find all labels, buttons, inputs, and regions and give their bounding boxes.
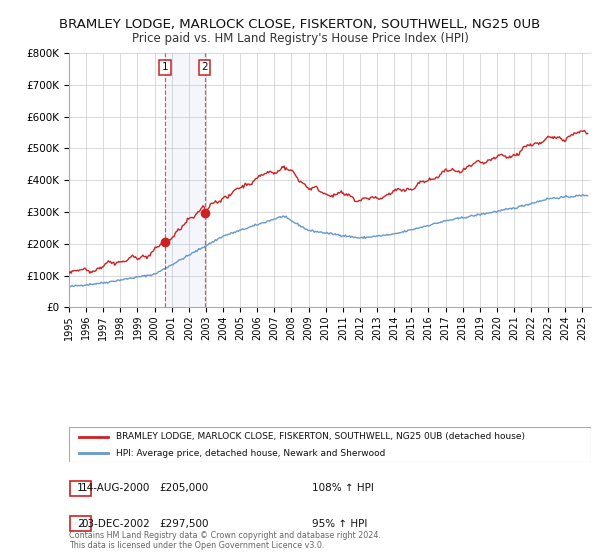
Text: 2: 2 bbox=[77, 519, 84, 529]
Text: 2: 2 bbox=[201, 63, 208, 72]
Text: £297,500: £297,500 bbox=[159, 519, 209, 529]
Text: 108% ↑ HPI: 108% ↑ HPI bbox=[312, 483, 374, 493]
Text: £205,000: £205,000 bbox=[159, 483, 208, 493]
FancyBboxPatch shape bbox=[70, 516, 91, 531]
Text: 1: 1 bbox=[162, 63, 169, 72]
Text: 03-DEC-2002: 03-DEC-2002 bbox=[81, 519, 150, 529]
Text: BRAMLEY LODGE, MARLOCK CLOSE, FISKERTON, SOUTHWELL, NG25 0UB: BRAMLEY LODGE, MARLOCK CLOSE, FISKERTON,… bbox=[59, 18, 541, 31]
Bar bbox=[165, 53, 205, 307]
FancyBboxPatch shape bbox=[70, 480, 91, 496]
Text: Contains HM Land Registry data © Crown copyright and database right 2024.
This d: Contains HM Land Registry data © Crown c… bbox=[69, 530, 381, 550]
Text: Price paid vs. HM Land Registry's House Price Index (HPI): Price paid vs. HM Land Registry's House … bbox=[131, 32, 469, 45]
Text: 1: 1 bbox=[77, 483, 84, 493]
Text: HPI: Average price, detached house, Newark and Sherwood: HPI: Average price, detached house, Newa… bbox=[116, 449, 385, 458]
FancyBboxPatch shape bbox=[69, 427, 591, 462]
Text: 14-AUG-2000: 14-AUG-2000 bbox=[81, 483, 151, 493]
Text: BRAMLEY LODGE, MARLOCK CLOSE, FISKERTON, SOUTHWELL, NG25 0UB (detached house): BRAMLEY LODGE, MARLOCK CLOSE, FISKERTON,… bbox=[116, 432, 525, 441]
Text: 95% ↑ HPI: 95% ↑ HPI bbox=[312, 519, 367, 529]
